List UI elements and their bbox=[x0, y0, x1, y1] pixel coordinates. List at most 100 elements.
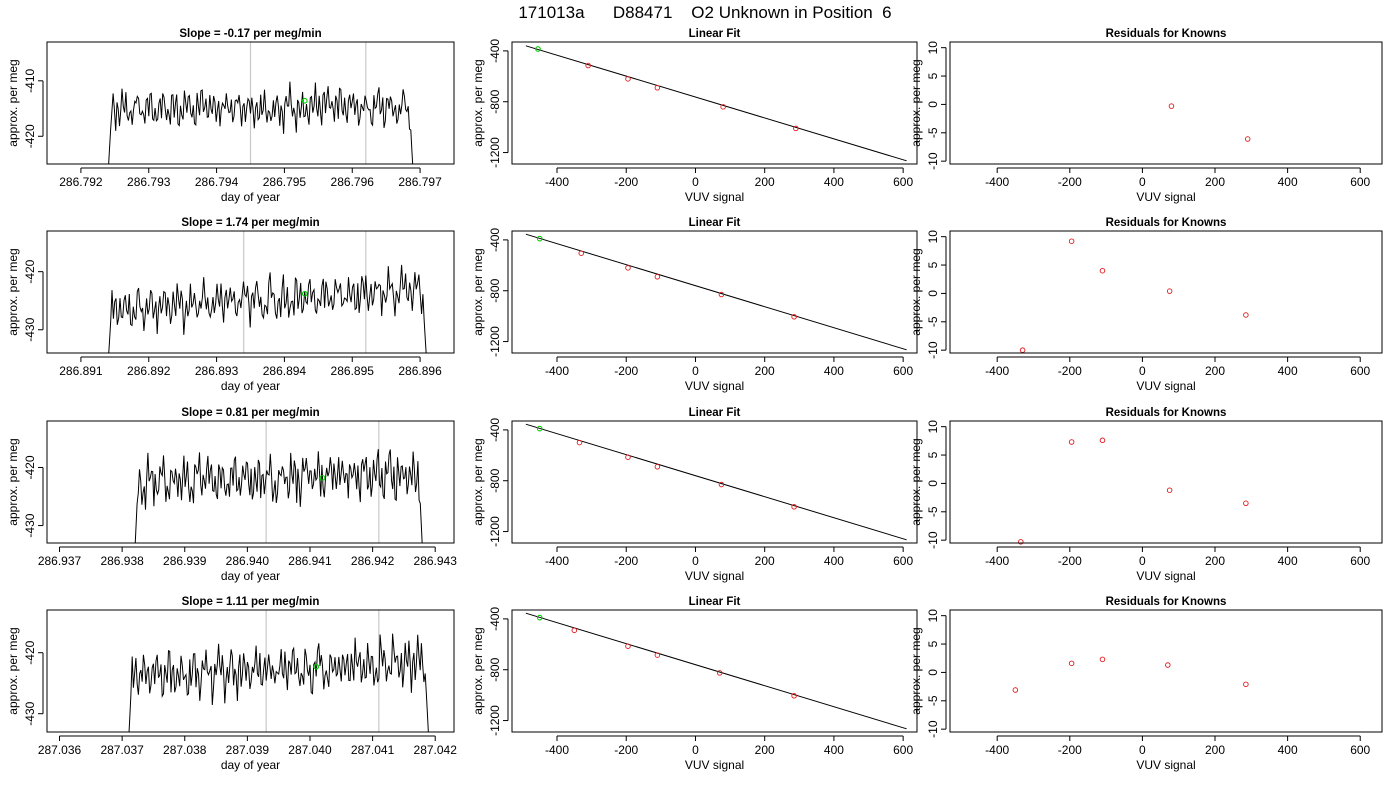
y-tick-label: -400 bbox=[488, 39, 502, 63]
known-point bbox=[1019, 347, 1026, 353]
y-tick-label: -1200 bbox=[488, 137, 502, 168]
x-tick-label: 400 bbox=[824, 364, 844, 378]
panels: Slope = -0.17 per meg/min 286.792 286.793 2… bbox=[6, 28, 1383, 772]
x-tick-label: 286.792 bbox=[59, 175, 103, 189]
x-tick-label: -400 bbox=[545, 175, 569, 189]
x-tick-label: 600 bbox=[1350, 743, 1370, 757]
y-axis-label: approx. per meg bbox=[6, 248, 20, 335]
x-tick-label: 200 bbox=[1205, 554, 1225, 568]
x-tick-label: 287.041 bbox=[351, 743, 395, 757]
y-tick-label: 0 bbox=[926, 480, 940, 487]
y-tick-label: 5 bbox=[926, 640, 940, 647]
x-tick-label: 200 bbox=[755, 364, 775, 378]
known-point bbox=[625, 265, 631, 271]
panel-4-2: Linear Fit -400 -200 0 200 400 600 -400 -800 -120… bbox=[471, 596, 918, 772]
fit-line bbox=[525, 45, 907, 162]
y-tick-label: 10 bbox=[926, 609, 940, 623]
known-point bbox=[585, 62, 591, 69]
x-tick-label: 400 bbox=[824, 175, 844, 189]
y-tick-label: 5 bbox=[926, 261, 940, 268]
x-axis-label: day of year bbox=[221, 569, 280, 583]
x-tick-label: 286.896 bbox=[398, 364, 442, 378]
y-axis-label: approx. per meg bbox=[471, 627, 485, 714]
x-tick-label: 286.795 bbox=[263, 175, 307, 189]
x-tick-label: -200 bbox=[614, 743, 638, 757]
y-axis-label: approx. per meg bbox=[909, 627, 923, 714]
y-tick-label: -420 bbox=[23, 259, 37, 283]
y-tick-label: 0 bbox=[926, 101, 940, 108]
panel-2-2: Linear Fit -400 -200 0 200 400 600 -400 -800 -120… bbox=[471, 217, 918, 393]
x-tick-label: 287.036 bbox=[38, 743, 82, 757]
unknown-point bbox=[301, 97, 308, 104]
y-tick-label: -10 bbox=[926, 720, 940, 738]
y-tick-label: -430 bbox=[23, 701, 37, 725]
panel-title: Residuals for Knowns bbox=[1106, 596, 1227, 608]
plot-frame bbox=[511, 420, 918, 544]
plot-frame bbox=[46, 41, 455, 165]
y-tick-label: -5 bbox=[926, 506, 940, 517]
x-tick-label: -200 bbox=[1058, 364, 1082, 378]
plot-frame bbox=[46, 230, 455, 354]
known-point bbox=[716, 670, 723, 676]
y-tick-label: -400 bbox=[488, 607, 502, 631]
y-tick-label: -410 bbox=[23, 68, 37, 92]
known-point bbox=[1168, 103, 1175, 109]
x-tick-label: 286.938 bbox=[100, 554, 144, 568]
y-axis-label: approx. per meg bbox=[471, 438, 485, 525]
panel-title: Linear Fit bbox=[689, 28, 741, 40]
x-tick-label: -200 bbox=[614, 364, 638, 378]
data-trace bbox=[108, 264, 427, 353]
known-point bbox=[1099, 656, 1106, 663]
known-point bbox=[654, 464, 661, 470]
known-point bbox=[1099, 267, 1106, 274]
unknown-point bbox=[313, 663, 320, 670]
x-tick-label: 600 bbox=[893, 175, 913, 189]
x-tick-label: 0 bbox=[1139, 743, 1146, 757]
x-axis-label: day of year bbox=[221, 758, 280, 772]
x-tick-label: -200 bbox=[614, 554, 638, 568]
panel-title: Residuals for Knowns bbox=[1106, 407, 1227, 419]
x-tick-label: -200 bbox=[614, 175, 638, 189]
x-tick-label: 287.042 bbox=[414, 743, 458, 757]
panel-1-1: Slope = -0.17 per meg/min 286.792 286.793 2… bbox=[6, 28, 455, 204]
y-tick-label: -400 bbox=[488, 418, 502, 442]
panel-title: Slope = 1.11 per meg/min bbox=[182, 596, 320, 608]
panel-title: Slope = -0.17 per meg/min bbox=[179, 28, 321, 40]
x-tick-label: 0 bbox=[1139, 364, 1146, 378]
x-tick-label: -400 bbox=[985, 175, 1009, 189]
x-tick-label: -400 bbox=[545, 743, 569, 757]
x-tick-label: 286.937 bbox=[38, 554, 82, 568]
panel-2-1: Slope = 1.74 per meg/min 286.891 286.892 28… bbox=[6, 217, 455, 393]
unknown-point bbox=[301, 290, 308, 297]
x-tick-label: 286.891 bbox=[59, 364, 103, 378]
plot-frame bbox=[949, 230, 1383, 354]
x-axis-label: VUV signal bbox=[685, 569, 744, 583]
x-tick-label: -400 bbox=[985, 554, 1009, 568]
y-tick-label: -430 bbox=[23, 513, 37, 537]
y-tick-label: -10 bbox=[926, 531, 940, 549]
x-tick-label: 200 bbox=[755, 175, 775, 189]
x-tick-label: 286.941 bbox=[288, 554, 332, 568]
y-tick-label: -420 bbox=[23, 124, 37, 148]
y-tick-label: -400 bbox=[488, 228, 502, 252]
x-tick-label: -400 bbox=[985, 364, 1009, 378]
data-trace bbox=[108, 81, 414, 164]
x-tick-label: 200 bbox=[755, 743, 775, 757]
known-point bbox=[625, 454, 631, 460]
plot-frame bbox=[511, 230, 918, 354]
panel-title: Residuals for Knowns bbox=[1106, 217, 1227, 229]
y-tick-label: -800 bbox=[488, 278, 502, 302]
known-point bbox=[625, 76, 631, 82]
x-tick-label: 287.038 bbox=[163, 743, 207, 757]
y-tick-label: -5 bbox=[926, 127, 940, 138]
x-axis-label: VUV signal bbox=[685, 758, 744, 772]
plot-frame bbox=[511, 41, 918, 165]
panel-title: Linear Fit bbox=[689, 596, 741, 608]
y-tick-label: -800 bbox=[488, 89, 502, 113]
panel-title: Residuals for Knowns bbox=[1106, 28, 1227, 40]
known-point bbox=[578, 250, 584, 256]
y-tick-label: -420 bbox=[23, 640, 37, 664]
known-point bbox=[1068, 439, 1075, 445]
panel-title: Slope = 0.81 per meg/min bbox=[181, 407, 319, 419]
